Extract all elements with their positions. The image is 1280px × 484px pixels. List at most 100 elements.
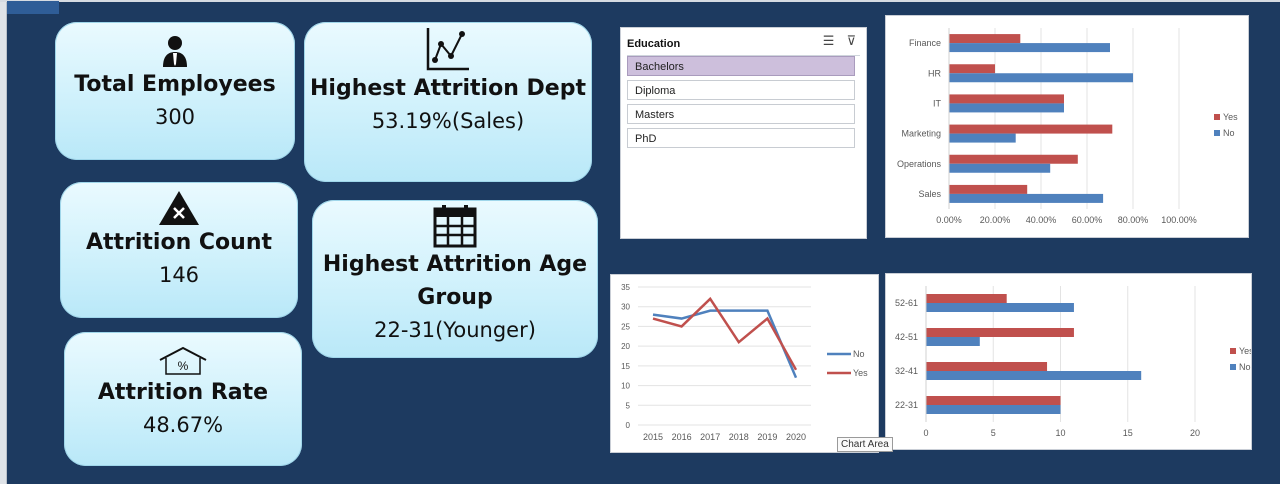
legend-label-yes: Yes [1223, 112, 1238, 122]
bar-no [926, 303, 1074, 312]
x-tick-label: 2015 [643, 432, 663, 442]
x-tick-label: 60.00% [1072, 215, 1103, 225]
education-slicer[interactable]: Education ☰ ⊽ Bachelors Diploma Masters … [620, 27, 867, 239]
category-label: 52-61 [895, 298, 918, 308]
clear-filter-icon[interactable]: ⊽ [846, 34, 856, 49]
x-tick-label: 2017 [700, 432, 720, 442]
bar-yes [949, 94, 1064, 104]
slicer-divider [627, 55, 860, 56]
bar-no [926, 371, 1142, 380]
y-tick-label: 5 [626, 401, 631, 410]
bar-no [949, 133, 1016, 143]
series-line-yes [652, 296, 798, 371]
category-label: Marketing [901, 129, 941, 139]
x-tick-label: 40.00% [1026, 215, 1057, 225]
slicer-toolbar: ☰ ⊽ [823, 34, 856, 49]
calendar-icon [433, 205, 477, 248]
slicer-item-masters[interactable]: Masters [627, 104, 855, 124]
category-label: HR [928, 68, 941, 78]
kpi-title: Attrition Count [85, 230, 273, 255]
legend-swatch-no [1230, 364, 1236, 370]
y-tick-label: 0 [626, 421, 631, 430]
selected-cell-indicator [7, 1, 59, 14]
x-tick-label: 0 [923, 428, 928, 438]
category-label: 22-31 [895, 400, 918, 410]
bar-no [949, 103, 1064, 113]
x-tick-label: 15 [1123, 428, 1133, 438]
category-label: IT [933, 98, 942, 108]
kpi-title-line2: Group [417, 285, 493, 310]
x-tick-label: 2016 [672, 432, 692, 442]
bar-yes [949, 34, 1021, 44]
kpi-title: Highest Attrition Age [322, 252, 588, 277]
chart-area-tooltip: Chart Area [837, 437, 893, 452]
legend-label-no: No [1239, 362, 1251, 372]
bar-yes [949, 184, 1028, 194]
category-label: Sales [918, 189, 941, 199]
kpi-value: 22-31(Younger) [374, 318, 536, 342]
bar-yes [949, 154, 1078, 164]
y-tick-label: 20 [621, 342, 630, 351]
bar-yes [926, 362, 1048, 371]
age-attrition-chart[interactable]: 0 5 10 15 20 52-61 42-51 32-41 22-31 Yes No [885, 273, 1254, 450]
kpi-card-highest-attrition-age[interactable]: Highest Attrition Age Group 22-31(Younge… [312, 200, 598, 358]
legend-label-no: No [853, 349, 865, 359]
x-tick-label: 80.00% [1118, 215, 1149, 225]
legend-label-yes: Yes [853, 368, 868, 378]
category-label: 32-41 [895, 366, 918, 376]
x-tick-label: 20 [1190, 428, 1200, 438]
kpi-title: Highest Attrition Dept [310, 76, 586, 101]
bar-no [926, 405, 1061, 414]
percent-house-icon: % [159, 346, 207, 375]
employee-icon [163, 36, 187, 67]
dept-attrition-chart[interactable]: 0.00% 20.00% 40.00% 60.00% 80.00% 100.00% Fina… [885, 15, 1249, 238]
legend-swatch-yes [1214, 114, 1220, 120]
legend-label-yes: Yes [1239, 346, 1251, 356]
x-tick-label: 10 [1055, 428, 1065, 438]
kpi-title: Attrition Rate [97, 380, 269, 405]
x-tick-label: 0.00% [936, 215, 962, 225]
kpi-value: 146 [158, 263, 200, 287]
svg-text:%: % [178, 359, 189, 373]
kpi-card-attrition-rate[interactable]: % Attrition Rate 48.67% [64, 332, 302, 466]
bar-yes [949, 124, 1113, 134]
x-tick-label: 5 [991, 428, 996, 438]
multi-select-icon[interactable]: ☰ [822, 34, 835, 49]
year-chart-svg: 0 5 10 15 20 25 30 35 2015 2016 2017 2018 2019 2020 No… [621, 283, 868, 442]
x-tick-label: 2019 [757, 432, 777, 442]
bar-yes [926, 396, 1061, 405]
category-label: Operations [897, 159, 942, 169]
year-attrition-chart[interactable]: 0 5 10 15 20 25 30 35 2015 2016 2017 2018 2019 2020 No… [610, 274, 879, 453]
kpi-card-attrition-count[interactable]: Attrition Count 146 [60, 182, 298, 318]
series-line-no [652, 309, 798, 379]
kpi-card-total-employees[interactable]: Total Employees 300 [55, 22, 295, 160]
x-tick-label: 2018 [729, 432, 749, 442]
dept-chart-svg: 0.00% 20.00% 40.00% 60.00% 80.00% 100.00% Fina… [897, 28, 1238, 225]
x-tick-label: 20.00% [980, 215, 1011, 225]
bar-no [949, 43, 1110, 53]
kpi-value: 48.67% [142, 413, 224, 437]
slicer-item-bachelors[interactable]: Bachelors [627, 56, 855, 76]
age-chart-svg: 0 5 10 15 20 52-61 42-51 32-41 22-31 Yes No [895, 286, 1254, 438]
kpi-title: Total Employees [74, 72, 276, 97]
x-tick-label: 2020 [786, 432, 806, 442]
bar-no [949, 193, 1104, 203]
category-label: 42-51 [895, 332, 918, 342]
legend-swatch-no [1214, 130, 1220, 136]
legend-label-no: No [1223, 128, 1235, 138]
y-tick-label: 35 [621, 283, 630, 292]
slicer-item-diploma[interactable]: Diploma [627, 80, 855, 100]
bar-yes [926, 328, 1074, 337]
bar-no [949, 163, 1051, 173]
y-tick-label: 10 [621, 382, 630, 391]
line-chart-icon [426, 28, 469, 71]
category-label: Finance [909, 38, 941, 48]
kpi-card-highest-attrition-dept[interactable]: Highest Attrition Dept 53.19%(Sales) [304, 22, 592, 182]
kpi-value: 53.19%(Sales) [371, 109, 525, 133]
sheet-column-header [0, 0, 1280, 2]
bar-yes [926, 294, 1007, 303]
slicer-title: Education [627, 38, 681, 50]
kpi-value: 300 [154, 105, 196, 129]
slicer-item-phd[interactable]: PhD [627, 128, 855, 148]
sheet-row-header [0, 0, 7, 484]
